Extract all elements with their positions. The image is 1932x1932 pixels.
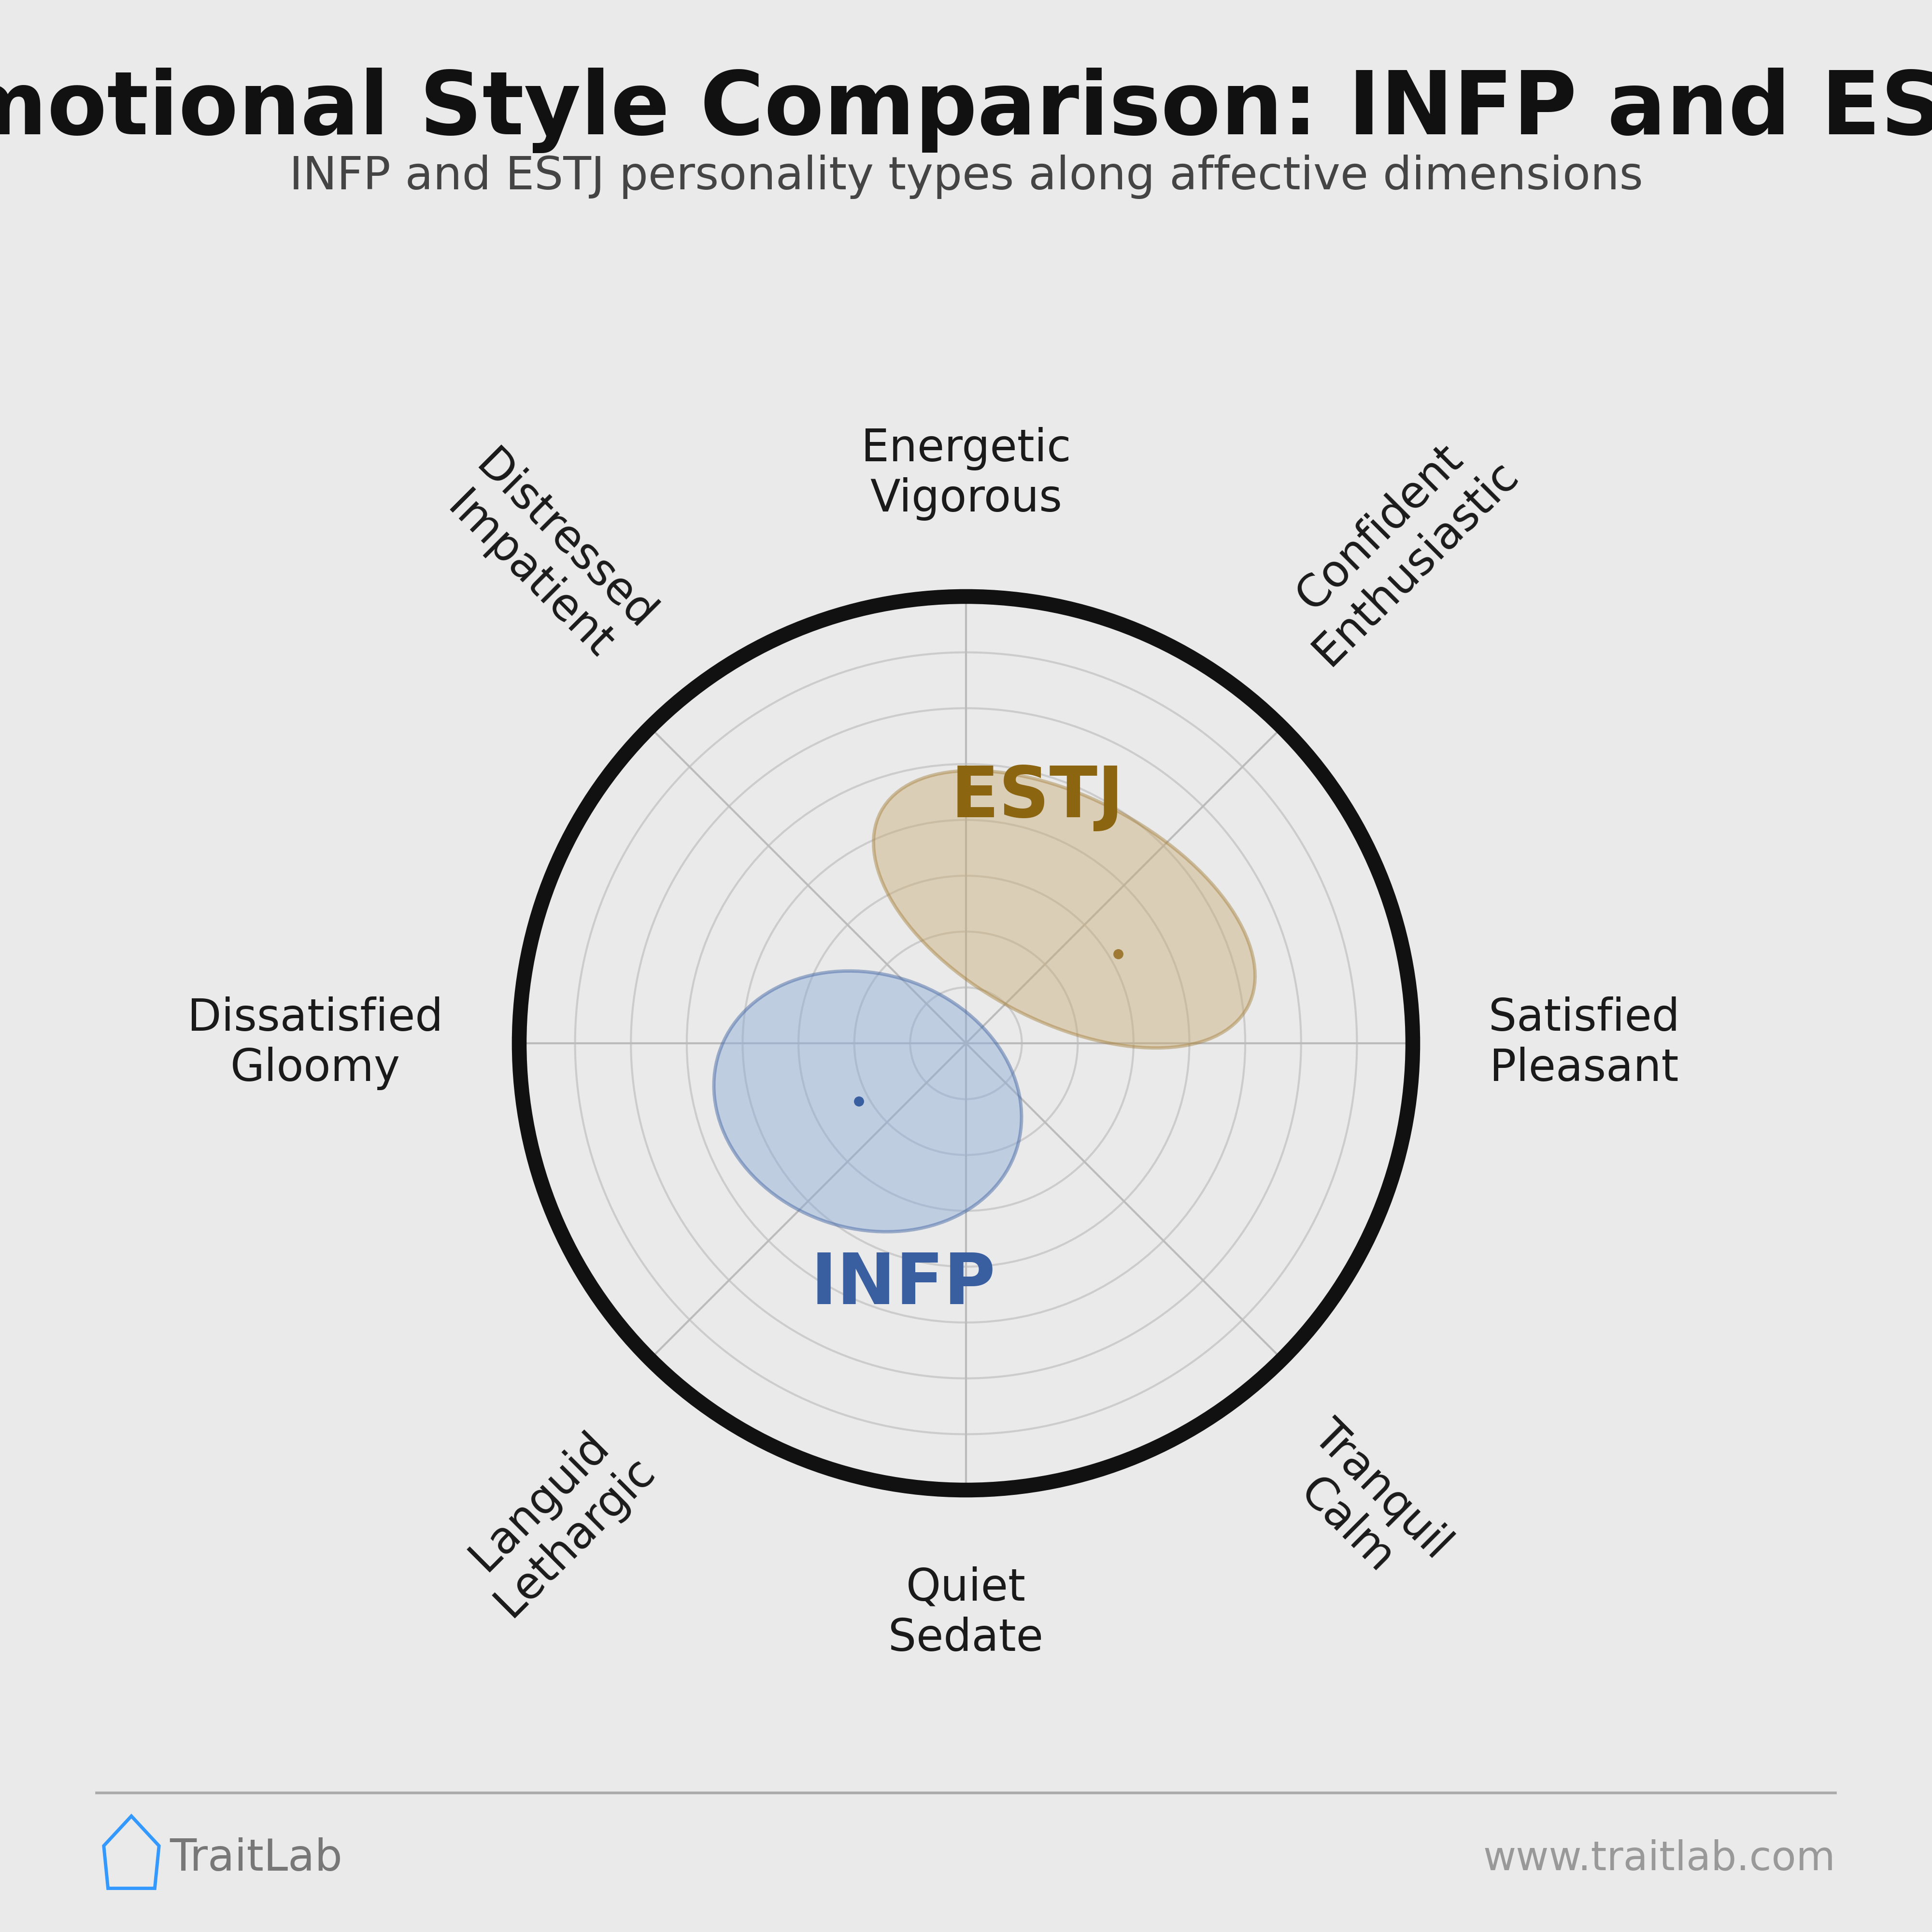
Text: Quiet
Sedate: Quiet Sedate	[889, 1567, 1043, 1660]
Text: ESTJ: ESTJ	[951, 763, 1124, 831]
Text: INFP: INFP	[811, 1250, 995, 1318]
Text: TraitLab: TraitLab	[170, 1837, 342, 1880]
Ellipse shape	[873, 771, 1256, 1047]
Ellipse shape	[715, 972, 1022, 1233]
Text: Languid
Lethargic: Languid Lethargic	[450, 1412, 663, 1625]
Text: Tranquil
Calm: Tranquil Calm	[1269, 1412, 1459, 1604]
Text: Confident
Enthusiastic: Confident Enthusiastic	[1269, 417, 1526, 674]
Text: Emotional Style Comparison: INFP and ESTJ: Emotional Style Comparison: INFP and EST…	[0, 68, 1932, 153]
Text: Satisfied
Pleasant: Satisfied Pleasant	[1490, 997, 1681, 1090]
Text: Dissatisfied
Gloomy: Dissatisfied Gloomy	[187, 997, 442, 1090]
Text: Distressed
Impatient: Distressed Impatient	[431, 442, 663, 674]
Text: Energetic
Vigorous: Energetic Vigorous	[862, 427, 1070, 520]
Text: INFP and ESTJ personality types along affective dimensions: INFP and ESTJ personality types along af…	[290, 155, 1642, 199]
Text: www.traitlab.com: www.traitlab.com	[1484, 1839, 1835, 1878]
